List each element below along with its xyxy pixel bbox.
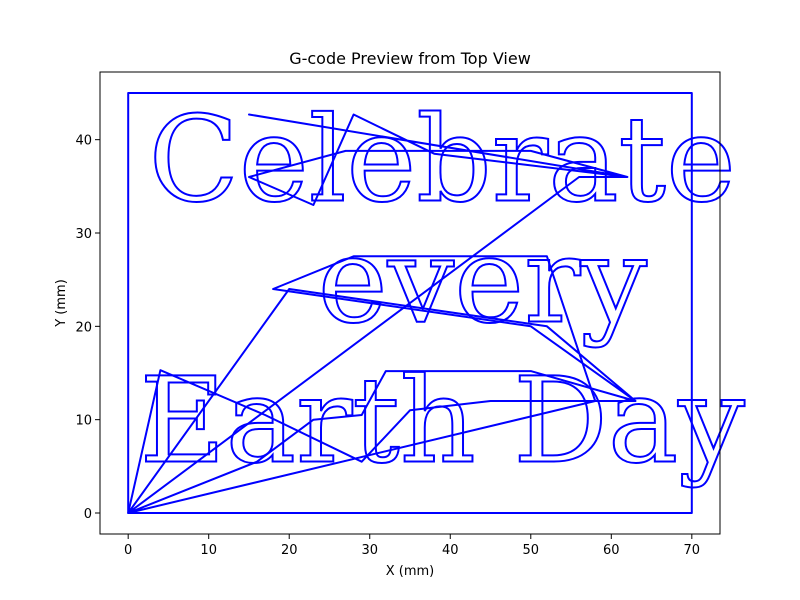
x-tick-label: 40 [442, 543, 459, 558]
x-tick-label: 10 [200, 543, 217, 558]
y-axis-label: Y (mm) [54, 279, 69, 328]
x-axis-label: X (mm) [386, 564, 435, 579]
y-tick-label: 40 [75, 134, 92, 149]
x-tick-label: 30 [361, 543, 378, 558]
series-travel [127, 113, 637, 514]
axes-frame [99, 71, 721, 535]
x-tick-label: 0 [124, 543, 132, 558]
engraved-text-3: Earth Day [139, 352, 745, 490]
series-border [127, 92, 693, 514]
chart-title: G-code Preview from Top View [289, 49, 531, 68]
y-axis: 0 10 20 30 40 [75, 134, 100, 522]
x-tick-label: 60 [603, 543, 620, 558]
x-tick-label: 70 [684, 543, 701, 558]
engraved-text-1: Celebrate [149, 90, 736, 228]
y-tick-label: 20 [75, 320, 92, 335]
x-axis: 0 10 20 30 40 50 60 70 [124, 534, 700, 558]
y-tick-label: 0 [84, 507, 92, 522]
x-tick-label: 20 [281, 543, 298, 558]
y-tick-label: 10 [75, 414, 92, 429]
engraved-text-2: every [318, 212, 648, 350]
y-tick-label: 30 [75, 227, 92, 242]
x-tick-label: 50 [523, 543, 540, 558]
